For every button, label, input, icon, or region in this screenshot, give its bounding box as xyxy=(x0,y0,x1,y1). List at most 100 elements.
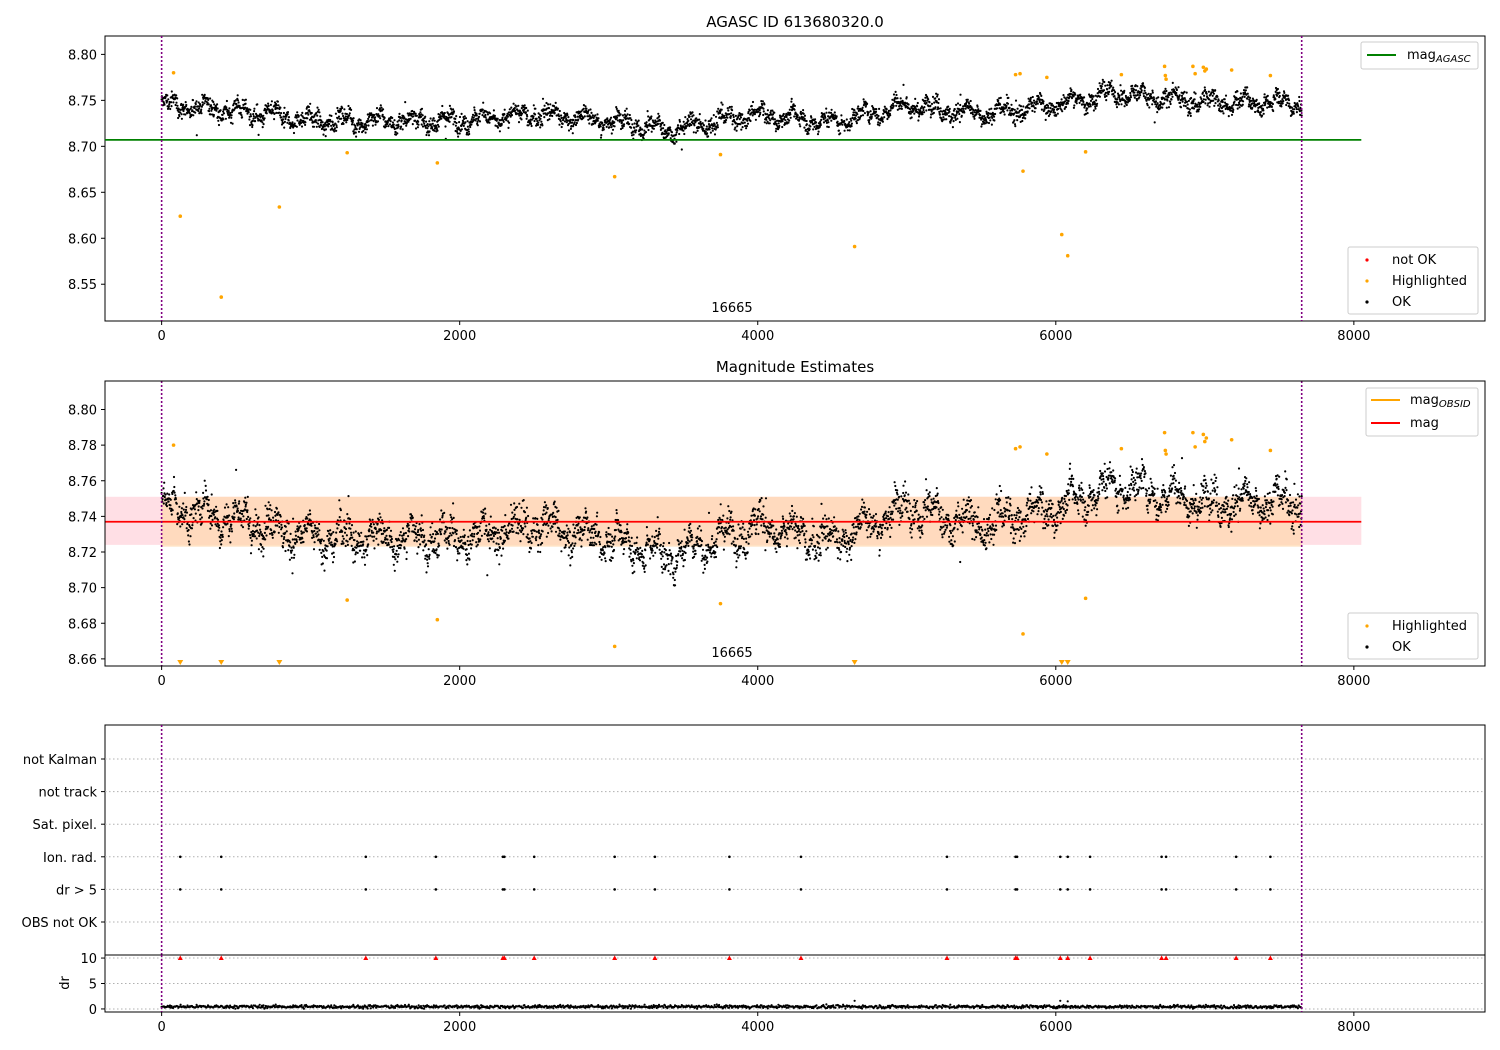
flag-point xyxy=(1164,888,1168,891)
legend-marker-highlighted xyxy=(1365,279,1369,283)
dr-x-tick-label: 2000 xyxy=(443,1020,476,1035)
agasc-highlighted-point xyxy=(171,70,176,75)
flag-point xyxy=(728,855,731,859)
flag-point xyxy=(1088,888,1092,891)
agasc-highlighted-point xyxy=(1268,73,1273,78)
agasc-y-tick-label: 8.55 xyxy=(68,278,97,293)
estimates-obsid-label: 16665 xyxy=(711,646,752,661)
flag-point xyxy=(1088,855,1092,859)
agasc-x-tick-label: 6000 xyxy=(1039,329,1072,344)
dr-outlier-point xyxy=(853,999,856,1002)
estimates-highlighted-point xyxy=(1229,437,1234,442)
agasc-highlighted-point xyxy=(1164,77,1168,82)
estimates-highlighted-point xyxy=(1203,439,1207,444)
agasc-y-tick-label: 8.75 xyxy=(68,94,97,109)
dr-y-tick-label: 10 xyxy=(80,952,97,967)
flag-point xyxy=(503,888,506,891)
flag-point xyxy=(1269,855,1272,859)
estimates-legend-upper: magOBSID mag xyxy=(1365,387,1479,437)
estimates-y-tick-label: 8.72 xyxy=(68,546,97,561)
flag-point xyxy=(434,888,438,891)
estimates-highlighted-point xyxy=(612,644,617,649)
flag-point xyxy=(613,855,616,859)
dr-clipped-marker xyxy=(1267,955,1273,961)
estimates-out-of-range-marker xyxy=(851,660,858,665)
legend-marker-highlighted-2 xyxy=(1365,624,1369,628)
estimates-panel-title: Magnitude Estimates xyxy=(716,358,874,376)
agasc-legend-lower: not OK Highlighted OK xyxy=(1347,246,1479,315)
agasc-highlighted-point xyxy=(1229,68,1234,72)
agasc-highlighted-point xyxy=(1083,150,1088,154)
agasc-highlighted-point xyxy=(1013,72,1018,77)
flag-point xyxy=(1269,888,1272,891)
flag-point xyxy=(799,855,803,859)
legend-label-not-ok: not OK xyxy=(1392,253,1437,268)
estimates-highlighted-point xyxy=(1021,632,1025,636)
flag-point xyxy=(945,855,949,859)
estimates-highlighted-point xyxy=(1045,452,1049,456)
dr-clipped-marker xyxy=(1163,955,1169,961)
flag-point xyxy=(219,855,223,859)
estimates-highlighted-point xyxy=(1083,596,1088,601)
estimates-y-tick-label: 8.76 xyxy=(68,475,97,490)
flag-point xyxy=(799,888,803,891)
agasc-legend-upper: magAGASC xyxy=(1360,41,1479,70)
agasc-highlighted-point xyxy=(1163,73,1168,78)
agasc-highlighted-point xyxy=(1059,232,1064,237)
flag-point xyxy=(434,855,438,859)
estimates-legend-lower: Highlighted OK xyxy=(1347,612,1479,660)
estimates-y-tick-label: 8.68 xyxy=(68,617,97,632)
estimates-highlighted-point xyxy=(1193,445,1197,449)
agasc-highlighted-point xyxy=(345,150,349,155)
agasc-plot-area: 8.55 8.60 8.65 8.70 8.75 8.80 0 2000 4000 6000 800… xyxy=(68,36,1370,344)
estimates-out-of-range-marker xyxy=(177,660,184,665)
agasc-x-tick-label: 2000 xyxy=(443,329,476,344)
flag-point xyxy=(1058,888,1062,891)
agasc-y-tick-label: 8.70 xyxy=(68,140,97,155)
estimates-highlighted-point xyxy=(1268,448,1273,453)
dr-clipped-marker xyxy=(363,955,369,961)
dr-clipped-marker xyxy=(652,955,658,961)
agasc-x-tick-label: 4000 xyxy=(741,329,774,344)
estimates-y-tick-label: 8.66 xyxy=(68,653,97,668)
flag-point xyxy=(728,888,731,891)
flag-point xyxy=(532,855,536,859)
estimates-x-tick-label: 2000 xyxy=(443,674,476,689)
flag-point xyxy=(653,855,657,859)
flag-category-label: dr > 5 xyxy=(56,883,97,898)
agasc-panel-frame xyxy=(104,35,1486,322)
dr-y-tick-label: 0 xyxy=(89,1003,97,1018)
agasc-highlighted-point xyxy=(852,244,857,249)
estimates-y-tick-label: 8.70 xyxy=(68,582,97,597)
flag-category-label: not track xyxy=(38,786,97,801)
flag-point xyxy=(503,855,506,859)
dr-clipped-marker xyxy=(1065,955,1071,961)
dr-clipped-marker xyxy=(1159,955,1165,961)
flag-point xyxy=(1160,855,1163,859)
estimates-panel: Magnitude Estimates 8.66 8.68 8.70 8.72 8.74… xyxy=(68,358,1486,689)
flag-point xyxy=(1058,855,1062,859)
agasc-highlighted-point xyxy=(178,214,183,218)
estimates-panel-frame xyxy=(104,380,1486,667)
estimates-out-of-range-marker xyxy=(1058,660,1065,665)
flag-point xyxy=(1164,855,1168,859)
dr-outlier-point xyxy=(1059,999,1062,1002)
flag-point xyxy=(1160,888,1163,891)
flag-point xyxy=(1066,855,1070,859)
flag-point xyxy=(1015,888,1019,891)
estimates-y-tick-label: 8.74 xyxy=(68,510,97,525)
dr-clipped-marker xyxy=(944,955,950,961)
dr-x-tick-label: 0 xyxy=(157,1020,165,1035)
agasc-highlighted-point xyxy=(277,205,282,209)
flag-point xyxy=(178,888,182,891)
dr-clipped-marker xyxy=(726,955,732,961)
agasc-highlighted-point xyxy=(1204,67,1209,71)
legend-label-mag-agasc: magAGASC xyxy=(1407,48,1471,65)
agasc-highlighted-point xyxy=(718,152,723,157)
estimates-highlighted-point xyxy=(1163,448,1168,453)
estimates-highlighted-point xyxy=(435,617,440,622)
agasc-highlighted-point xyxy=(612,174,617,179)
flag-point xyxy=(364,855,368,859)
flag-category-label: OBS not OK xyxy=(22,916,98,931)
flag-point xyxy=(613,888,616,891)
